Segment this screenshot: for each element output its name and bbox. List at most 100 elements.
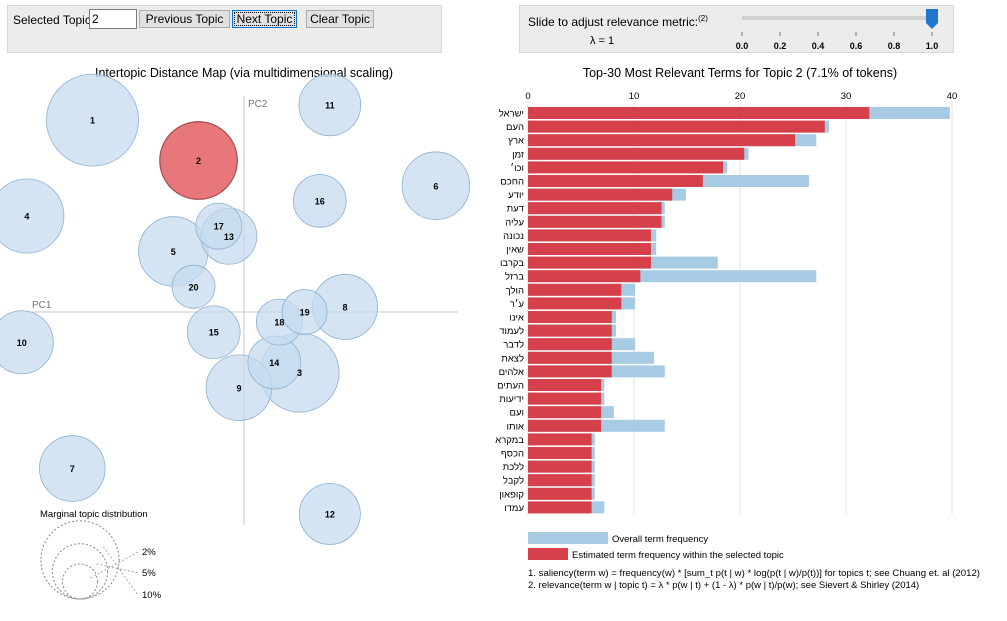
bar-topic-frequency[interactable]	[528, 311, 612, 323]
term-label[interactable]: החכם	[500, 177, 524, 188]
bar-overall-frequency[interactable]	[528, 107, 950, 119]
slider-handle[interactable]	[926, 9, 938, 29]
bar-overall-frequency[interactable]	[528, 283, 636, 296]
bar-overall-frequency[interactable]	[528, 215, 665, 228]
topic-number-label[interactable]: 15	[209, 328, 219, 338]
term-label[interactable]: יודע	[508, 190, 524, 201]
term-label[interactable]: אלהים	[499, 366, 524, 378]
bar-topic-frequency[interactable]	[528, 447, 592, 459]
term-label[interactable]: במקרא	[495, 435, 524, 446]
bar-overall-frequency[interactable]	[528, 120, 830, 133]
bar-overall-frequency[interactable]	[528, 338, 636, 351]
topic-circle-19[interactable]	[281, 289, 328, 335]
topic-number-label[interactable]: 2	[196, 156, 201, 166]
term-label[interactable]: קופאון	[499, 489, 524, 500]
bar-overall-frequency[interactable]	[528, 202, 665, 215]
topic-number-label[interactable]: 19	[300, 308, 310, 318]
topic-circle-12[interactable]	[298, 483, 361, 545]
term-label[interactable]: בקרבו	[500, 258, 524, 269]
term-label[interactable]: העתים	[497, 381, 524, 392]
bar-topic-frequency[interactable]	[528, 134, 796, 147]
topic-circle-18[interactable]	[255, 298, 303, 346]
bar-topic-frequency[interactable]	[528, 433, 592, 446]
bar-topic-frequency[interactable]	[528, 474, 592, 487]
topic-number-label[interactable]: 5	[171, 247, 176, 257]
relevance-slider[interactable]: 0.0 0.2 0.4 0.6 0.8 1.0	[520, 6, 953, 52]
bar-topic-frequency[interactable]	[528, 229, 651, 242]
term-label[interactable]: ברזל	[505, 271, 524, 283]
topic-circle-2[interactable]	[159, 121, 238, 200]
bar-overall-frequency[interactable]	[528, 487, 595, 500]
term-label[interactable]: לדבר	[503, 339, 524, 351]
bar-topic-frequency[interactable]	[528, 107, 870, 119]
bar-topic-frequency[interactable]	[528, 188, 673, 201]
bar-overall-frequency[interactable]	[528, 392, 605, 405]
topic-number-label[interactable]: 14	[269, 358, 279, 368]
bar-overall-frequency[interactable]	[528, 311, 616, 323]
topic-circle-6[interactable]	[401, 151, 471, 220]
selected-topic-input[interactable]	[89, 9, 137, 29]
bar-overall-frequency[interactable]	[528, 433, 595, 446]
bar-overall-frequency[interactable]	[528, 474, 595, 487]
topic-number-label[interactable]: 13	[224, 232, 234, 242]
topic-circle-10[interactable]	[0, 310, 54, 375]
bar-topic-frequency[interactable]	[528, 406, 602, 419]
term-label[interactable]: לקבל	[503, 475, 524, 487]
bar-overall-frequency[interactable]	[528, 324, 616, 337]
bars[interactable]	[528, 107, 950, 514]
term-label[interactable]: ללכת	[503, 461, 524, 473]
topic-number-label[interactable]: 7	[70, 464, 75, 474]
term-label[interactable]: ישראל	[499, 108, 524, 120]
topic-circle-20[interactable]	[171, 264, 216, 309]
topic-number-label[interactable]: 9	[236, 383, 241, 393]
topic-number-label[interactable]: 16	[315, 196, 325, 206]
topic-number-label[interactable]: 12	[325, 510, 335, 520]
term-label[interactable]: העם	[506, 122, 524, 133]
bar-topic-frequency[interactable]	[528, 161, 724, 174]
topic-number-label[interactable]: 1	[90, 116, 95, 126]
bar-overall-frequency[interactable]	[528, 147, 749, 160]
term-label[interactable]: ע׳ר	[510, 299, 525, 310]
bar-overall-frequency[interactable]	[528, 365, 665, 378]
bar-topic-frequency[interactable]	[528, 215, 662, 228]
bar-overall-frequency[interactable]	[528, 188, 686, 201]
term-label[interactable]: אותו	[507, 421, 524, 432]
topic-circle-15[interactable]	[186, 305, 241, 360]
bar-overall-frequency[interactable]	[528, 419, 665, 432]
topic-circle-17[interactable]	[195, 202, 243, 250]
topic-circle-16[interactable]	[292, 174, 347, 228]
bar-topic-frequency[interactable]	[528, 351, 612, 364]
bar-overall-frequency[interactable]	[528, 243, 657, 255]
bar-topic-frequency[interactable]	[528, 283, 622, 296]
bar-topic-frequency[interactable]	[528, 419, 602, 432]
term-label[interactable]: הכסף	[501, 449, 524, 460]
bar-overall-frequency[interactable]	[528, 501, 605, 514]
term-label[interactable]: עליה	[505, 216, 524, 228]
topic-number-label[interactable]: 10	[17, 338, 27, 348]
bar-topic-frequency[interactable]	[528, 175, 703, 187]
bar-overall-frequency[interactable]	[528, 406, 614, 419]
bar-topic-frequency[interactable]	[528, 460, 592, 473]
bar-topic-frequency[interactable]	[528, 338, 612, 351]
bar-topic-frequency[interactable]	[528, 256, 651, 269]
topic-number-label[interactable]: 18	[274, 318, 284, 328]
topic-circle-8[interactable]	[312, 274, 378, 340]
bar-overall-frequency[interactable]	[528, 161, 728, 174]
bar-topic-frequency[interactable]	[528, 324, 612, 337]
bar-overall-frequency[interactable]	[528, 175, 809, 187]
topic-circle-5[interactable]	[138, 216, 209, 287]
bar-overall-frequency[interactable]	[528, 460, 595, 473]
bar-topic-frequency[interactable]	[528, 270, 641, 283]
bar-topic-frequency[interactable]	[528, 147, 745, 160]
topic-circle-14[interactable]	[247, 335, 302, 390]
bar-overall-frequency[interactable]	[528, 351, 655, 364]
clear-topic-button[interactable]: Clear Topic	[306, 10, 374, 28]
bar-topic-frequency[interactable]	[528, 487, 592, 500]
topic-number-label[interactable]: 8	[342, 302, 347, 312]
bar-overall-frequency[interactable]	[528, 379, 605, 391]
topic-number-label[interactable]: 20	[188, 282, 198, 292]
previous-topic-button[interactable]: Previous Topic	[139, 10, 230, 28]
bar-topic-frequency[interactable]	[528, 202, 662, 215]
